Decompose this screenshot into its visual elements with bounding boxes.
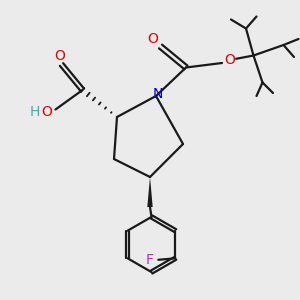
Polygon shape <box>147 177 153 207</box>
Text: O: O <box>42 106 52 119</box>
Text: O: O <box>224 53 235 67</box>
Text: H: H <box>29 106 40 119</box>
Text: F: F <box>146 253 154 267</box>
Text: O: O <box>148 32 158 46</box>
Text: N: N <box>152 88 163 101</box>
Text: O: O <box>55 49 65 62</box>
